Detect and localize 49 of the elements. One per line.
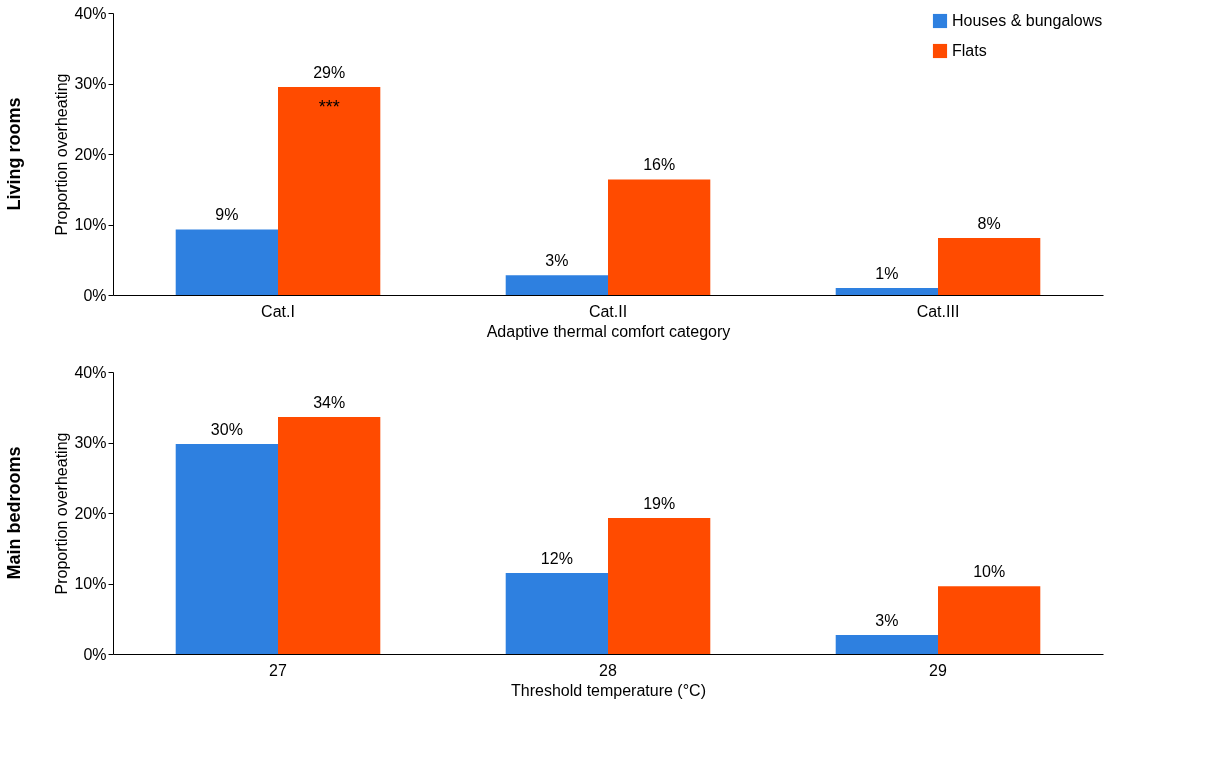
data-label: 16% <box>643 156 676 174</box>
y-tick-label: 0% <box>83 645 107 663</box>
y-tick-label: 20% <box>74 145 107 163</box>
x-tick-label: Cat.II <box>588 302 628 320</box>
bar <box>278 417 381 654</box>
bar <box>505 275 608 295</box>
bar <box>938 237 1041 295</box>
x-tick-label: Cat.I <box>261 302 295 320</box>
data-label: 12% <box>540 549 573 567</box>
text: Main bedrooms <box>3 446 24 580</box>
bar <box>175 443 278 654</box>
bar <box>505 572 608 654</box>
data-label: 19% <box>643 494 676 512</box>
data-label: 8% <box>977 214 1001 232</box>
y-tick-label: 10% <box>74 575 107 592</box>
data-label: 10% <box>973 563 1006 581</box>
data-label: 34% <box>313 394 346 412</box>
y-tick-label: 0% <box>83 286 107 304</box>
y-tick-label: 20% <box>74 504 107 522</box>
x-tick-label: 28 <box>599 661 617 679</box>
y-tick-label: 30% <box>74 75 107 92</box>
data-label: 3% <box>545 252 569 270</box>
y-axis-title: Proportion overheating <box>53 432 71 595</box>
data-label: 29% <box>313 64 346 82</box>
bar <box>608 179 711 295</box>
x-tick-label: Cat.III <box>916 302 960 320</box>
bar <box>278 87 381 295</box>
y-tick-label: 40% <box>74 4 107 22</box>
data-label: 1% <box>875 264 899 282</box>
y-tick-label: 30% <box>74 434 107 451</box>
legend-label: Flats <box>952 42 987 59</box>
y-axis-title: Proportion overheating <box>53 73 71 236</box>
x-axis-title: Threshold temperature (°C) <box>511 681 706 699</box>
text: Living rooms <box>3 97 24 211</box>
bar <box>835 287 938 295</box>
x-tick-label: 29 <box>929 661 947 679</box>
legend-label: Houses & bungalows <box>952 12 1103 29</box>
y-tick-label: 40% <box>74 363 107 381</box>
x-axis-title: Adaptive thermal comfort category <box>486 322 731 340</box>
bar <box>835 634 938 654</box>
y-tick-label: 10% <box>74 216 107 233</box>
x-tick-label: 27 <box>269 661 287 679</box>
bar <box>175 229 278 295</box>
bar <box>938 586 1041 654</box>
data-label: 3% <box>875 611 899 629</box>
bar <box>608 517 711 654</box>
data-label: 30% <box>210 420 243 438</box>
data-label: 9% <box>215 206 239 224</box>
annotation: *** <box>318 97 340 118</box>
